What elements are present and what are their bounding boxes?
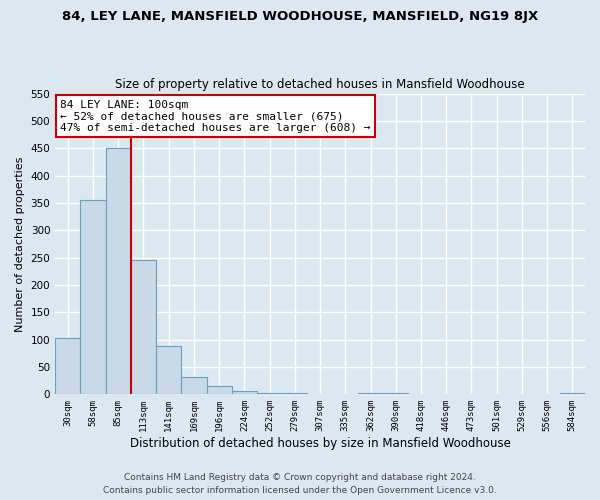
- Title: Size of property relative to detached houses in Mansfield Woodhouse: Size of property relative to detached ho…: [115, 78, 525, 91]
- Bar: [560, 393, 585, 394]
- Bar: [106, 148, 131, 394]
- Bar: [257, 393, 282, 394]
- Bar: [383, 393, 409, 394]
- Bar: [282, 393, 307, 394]
- Bar: [156, 346, 181, 395]
- Text: Contains HM Land Registry data © Crown copyright and database right 2024.
Contai: Contains HM Land Registry data © Crown c…: [103, 474, 497, 495]
- Bar: [206, 386, 232, 394]
- Bar: [80, 200, 106, 394]
- Y-axis label: Number of detached properties: Number of detached properties: [15, 156, 25, 332]
- X-axis label: Distribution of detached houses by size in Mansfield Woodhouse: Distribution of detached houses by size …: [130, 437, 511, 450]
- Text: 84, LEY LANE, MANSFIELD WOODHOUSE, MANSFIELD, NG19 8JX: 84, LEY LANE, MANSFIELD WOODHOUSE, MANSF…: [62, 10, 538, 23]
- Bar: [181, 378, 206, 394]
- Bar: [232, 390, 257, 394]
- Bar: [131, 260, 156, 394]
- Text: 84 LEY LANE: 100sqm
← 52% of detached houses are smaller (675)
47% of semi-detac: 84 LEY LANE: 100sqm ← 52% of detached ho…: [61, 100, 371, 133]
- Bar: [55, 338, 80, 394]
- Bar: [358, 393, 383, 394]
